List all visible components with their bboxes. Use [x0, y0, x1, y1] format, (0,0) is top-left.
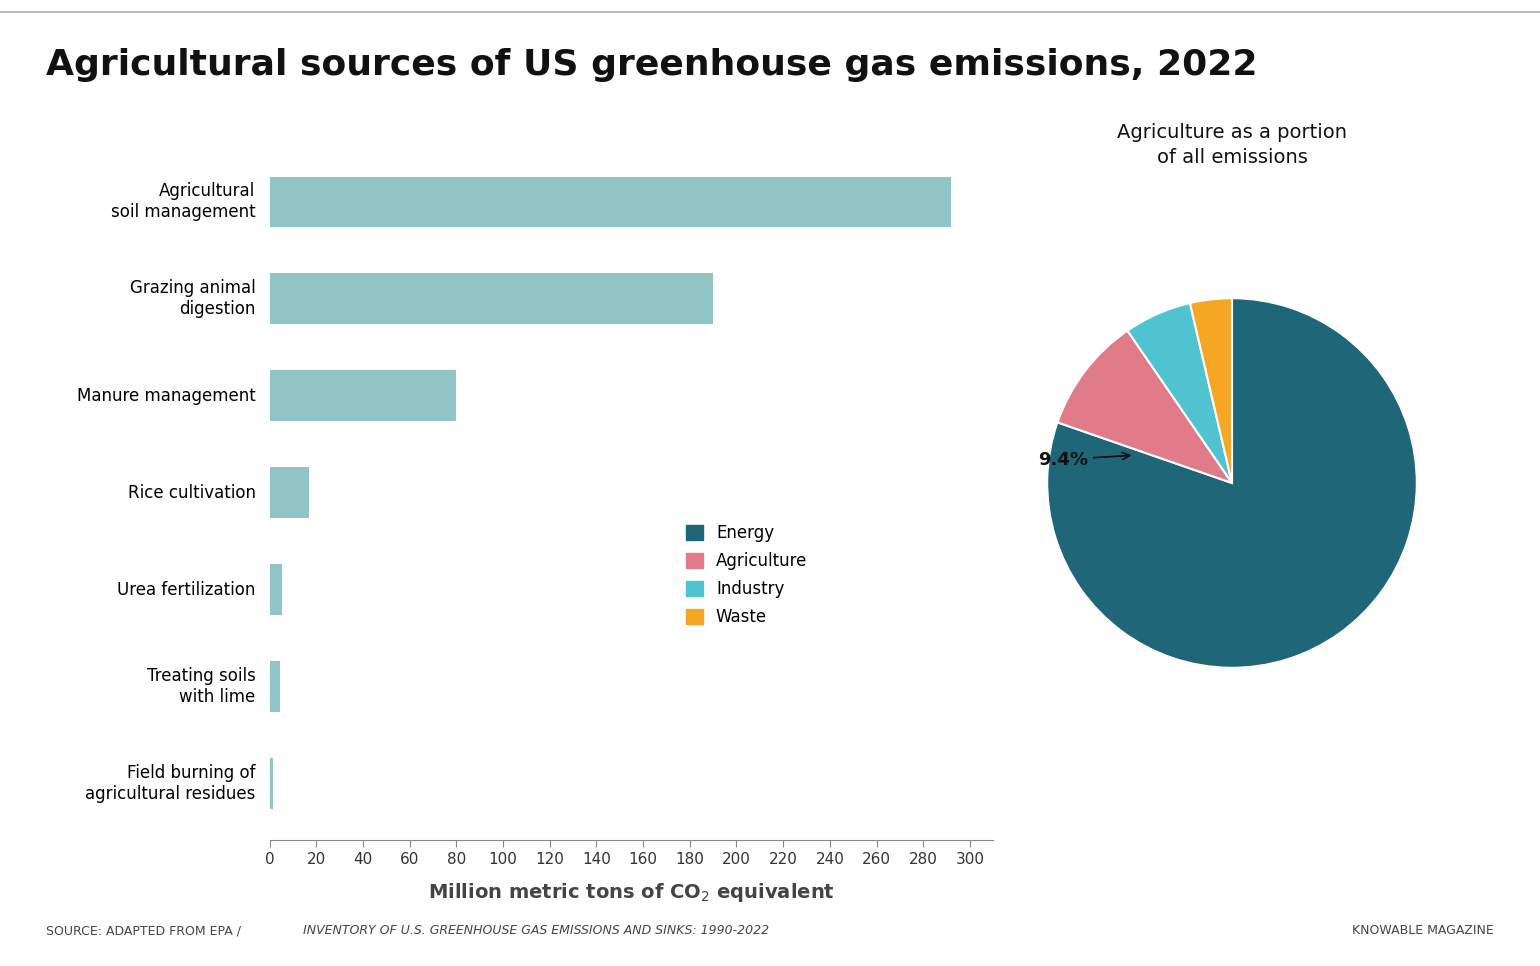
Bar: [270, 177, 952, 227]
Legend: Energy, Agriculture, Industry, Waste: Energy, Agriculture, Industry, Waste: [685, 525, 807, 626]
Text: Agricultural sources of US greenhouse gas emissions, 2022: Agricultural sources of US greenhouse ga…: [46, 48, 1258, 82]
Text: 9.4%: 9.4%: [1038, 450, 1129, 469]
Bar: [270, 468, 310, 518]
Wedge shape: [1047, 298, 1417, 668]
Wedge shape: [1058, 330, 1232, 483]
Bar: [270, 662, 280, 712]
Bar: [270, 371, 456, 421]
Bar: [270, 273, 713, 324]
Wedge shape: [1190, 298, 1232, 483]
Text: INVENTORY OF U.S. GREENHOUSE GAS EMISSIONS AND SINKS: 1990-2022: INVENTORY OF U.S. GREENHOUSE GAS EMISSIO…: [303, 924, 770, 937]
X-axis label: Million metric tons of CO$_2$ equivalent: Million metric tons of CO$_2$ equivalent: [428, 881, 835, 904]
Bar: [270, 758, 273, 809]
Text: Agriculture as a portion
of all emissions: Agriculture as a portion of all emission…: [1116, 123, 1348, 167]
Wedge shape: [1127, 303, 1232, 483]
Text: KNOWABLE MAGAZINE: KNOWABLE MAGAZINE: [1352, 924, 1494, 937]
Text: SOURCE: ADAPTED FROM EPA /: SOURCE: ADAPTED FROM EPA /: [46, 924, 245, 937]
Bar: [270, 564, 282, 614]
